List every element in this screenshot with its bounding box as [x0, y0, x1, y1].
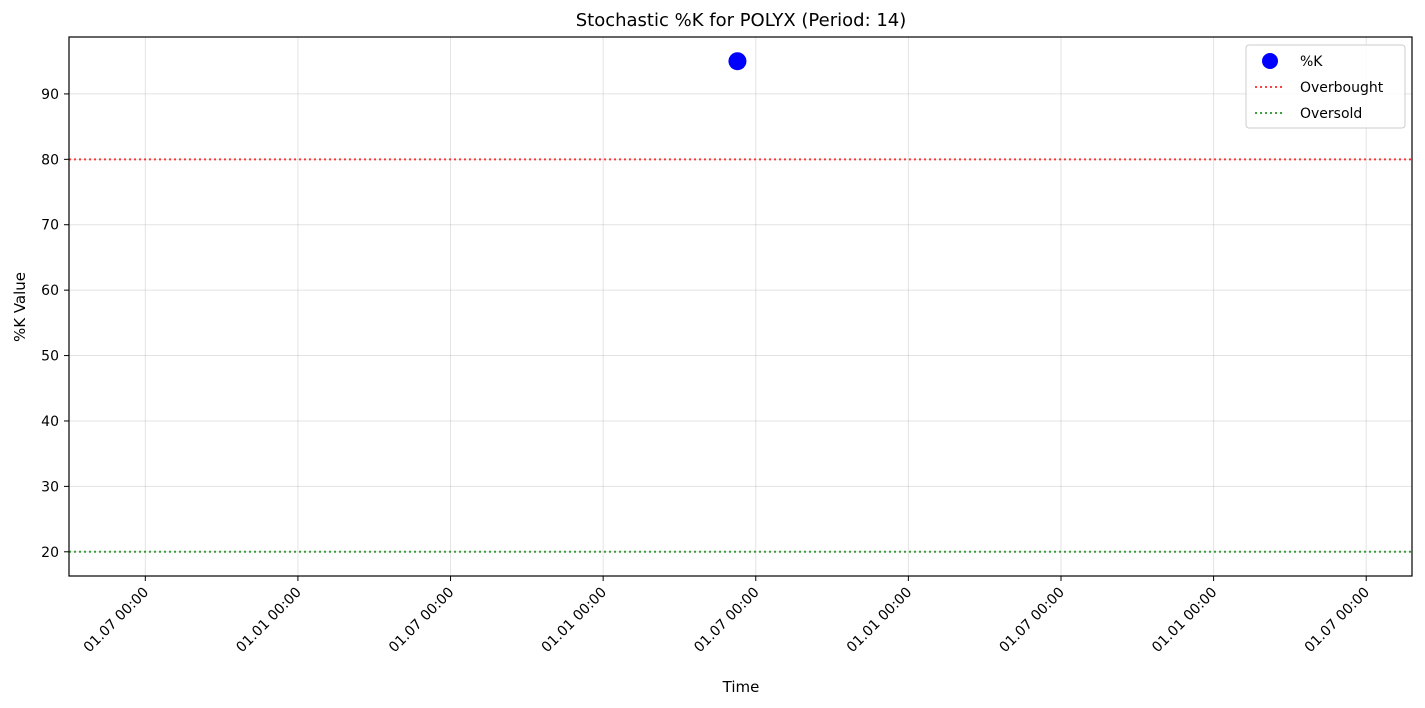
x-tick-label: 01.07 00:00	[996, 585, 1067, 656]
x-tick-label: 01.01 00:00	[844, 585, 915, 656]
data-points	[728, 52, 747, 71]
y-tick-label: 40	[41, 414, 59, 430]
y-axis-ticks: 20 30 40 50 60 70 80 90	[41, 87, 69, 561]
x-tick-label: 01.07 00:00	[81, 585, 152, 656]
reference-lines	[69, 158, 1412, 553]
y-tick-label: 80	[41, 152, 59, 168]
y-tick-label: 30	[41, 479, 59, 495]
x-axis-ticks: 01.07 00:00 01.01 00:00 01.07 00:00 01.01 0…	[81, 576, 1373, 656]
x-tick-label: 01.01 00:00	[233, 585, 304, 656]
legend-label-overbought: Overbought	[1300, 80, 1384, 96]
y-tick-label: 50	[41, 349, 59, 365]
legend-marker-k	[1262, 53, 1278, 69]
x-tick-label: 01.07 00:00	[386, 585, 457, 656]
y-tick-label: 20	[41, 545, 59, 561]
x-tick-label: 01.07 00:00	[1302, 585, 1373, 656]
legend-box	[1245, 44, 1406, 129]
grid	[69, 37, 1412, 576]
y-tick-label: 60	[41, 283, 59, 299]
x-tick-label: 01.01 00:00	[1149, 585, 1220, 656]
plot-frame	[68, 36, 1413, 577]
chart-title: Stochastic %K for POLYX (Period: 14)	[576, 10, 907, 31]
y-tick-label: 70	[41, 218, 59, 234]
y-axis-label: %K Value	[11, 272, 29, 342]
legend-label-k: %K	[1300, 54, 1323, 70]
legend: %K Overbought Oversold	[1245, 44, 1406, 129]
x-tick-label: 01.01 00:00	[539, 585, 610, 656]
x-axis-label: Time	[722, 678, 760, 696]
y-tick-label: 90	[41, 87, 59, 103]
x-tick-label: 01.07 00:00	[691, 585, 762, 656]
data-point	[728, 52, 747, 71]
legend-label-oversold: Oversold	[1300, 106, 1362, 122]
